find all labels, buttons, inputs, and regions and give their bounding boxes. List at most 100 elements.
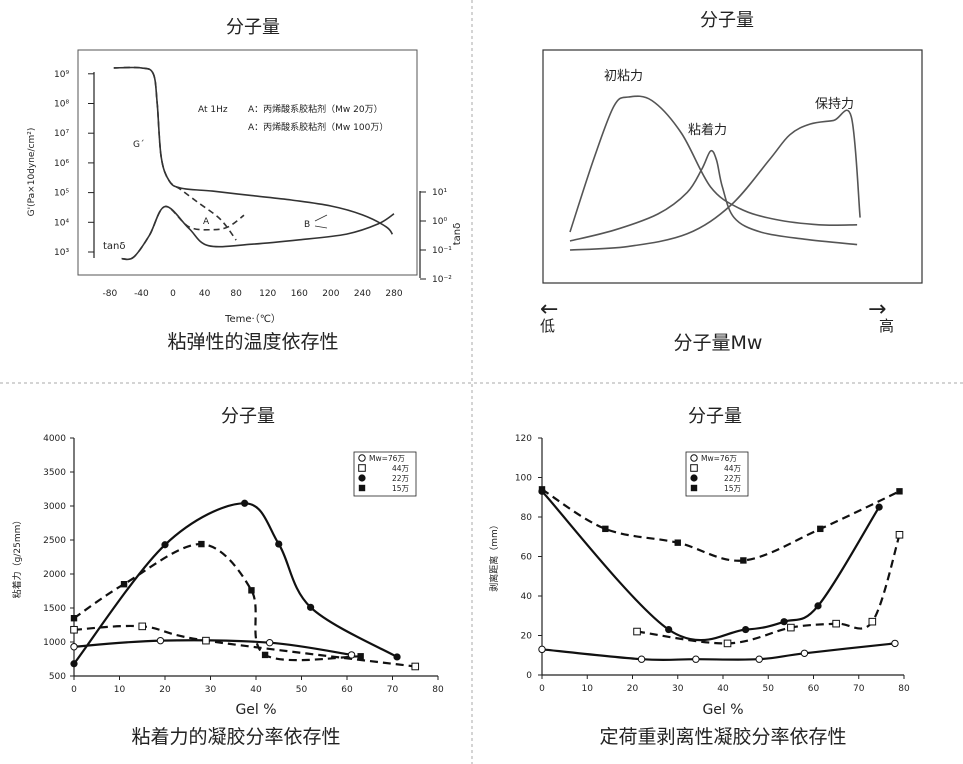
legend-label: Mw=76万 [701,454,737,463]
x-tick-label: 80 [230,289,242,299]
data-point [347,651,356,659]
y-tick-label: 3500 [43,468,66,478]
legend-label: 44万 [392,464,410,473]
panel-title: 分子量 [221,406,275,427]
y-tick-label: 100 [515,474,532,484]
x-tick-label: 60 [808,684,820,694]
x-tick-label: 40 [717,684,729,694]
y-axis-label: 剥离距离（mm） [488,520,500,592]
legend-label: 22万 [724,474,742,483]
x-tick-label: 40 [199,289,211,299]
y-tick-label: 2500 [43,536,66,546]
data-point [265,638,274,647]
data-point [832,619,840,628]
data-point [633,627,641,636]
data-point [120,581,128,588]
data-point [156,636,165,645]
legend-marker [358,464,366,472]
data-point [161,541,169,549]
data-point [248,587,255,594]
series-line [541,642,896,662]
data-point [780,618,788,626]
x-tick-label: 280 [385,289,402,299]
y-axis-label: G'(Pa×10dyne/cm²) [27,128,37,217]
y-axis-label: 粘着力（g/25mm） [11,516,23,599]
label-low: 低 [540,317,555,335]
annotation-b: B [304,220,310,230]
data-point [70,625,78,634]
data-point [70,615,78,622]
plot-frame [77,49,418,276]
y-tick-label: 10⁴ [54,218,69,228]
panel-mw-properties: 分子量 初粘力 粘着力 保持力 ← → 低 高 [540,10,923,335]
data-point [755,655,763,663]
legend-marker [690,454,698,462]
x-tick-label: 50 [296,685,308,695]
legend-marker [358,454,366,462]
y-tick-label: 10⁵ [54,189,69,199]
data-point [602,525,609,533]
data-point [723,639,732,648]
y2-tick-label: 10⁻¹ [432,246,452,256]
data-point [895,530,904,539]
legend-marker [358,474,366,482]
data-point [787,623,795,632]
data-point [665,625,673,634]
y-tick-label: 120 [515,434,532,444]
arrow-left: ← [540,297,558,322]
y-tick-label: 10⁶ [54,159,69,169]
data-point [875,503,883,511]
legend-label: 44万 [724,464,742,473]
data-point [198,540,205,548]
y-tick-label: 60 [521,553,533,563]
x-tick-label: 70 [387,685,399,695]
y-tick-label: 3000 [43,502,66,512]
y-tick-label: 4000 [43,434,66,444]
legend-label: 15万 [392,484,410,493]
x-tick-label: 20 [627,684,639,694]
x-tick-label: 0 [170,289,176,299]
series-line [121,205,245,261]
series-line [569,95,858,233]
series-line [73,502,398,665]
x-axis-label: Teme·（℃） [224,313,281,325]
x-tick-label: 120 [259,289,276,299]
series-line [121,205,395,261]
legend-condition: At 1Hz [198,105,228,115]
caption-mw: 分子量Mw [674,332,763,354]
x-tick-label: 50 [763,684,775,694]
data-point [868,617,877,626]
y-tick-label: 0 [526,671,532,681]
y-tick-label: 500 [49,672,66,682]
y-tick-label: 40 [521,592,533,602]
y-tick-label: 10³ [54,248,69,258]
label-tack: 初粘力 [604,69,643,84]
x-tick-label: 80 [898,684,910,694]
series-line [73,542,361,662]
x-tick-label: 240 [354,289,371,299]
label-holding: 保持力 [815,97,854,112]
x-tick-label: 10 [582,684,594,694]
x-tick-label: 10 [114,685,126,695]
data-point [742,625,750,634]
legend-mw100: A：丙烯酸系胶粘剂（Mw 100万） [248,121,388,133]
data-point [70,643,78,651]
y-tick-label: 10⁹ [54,70,69,80]
data-point [70,660,78,668]
data-point [538,486,546,493]
data-point [817,525,824,533]
y-tick-label: 20 [521,632,533,642]
x-tick-label: 40 [250,685,262,695]
x-axis-label: Gel % [235,702,276,718]
data-point [891,639,899,648]
label-high: 高 [879,317,894,335]
x-tick-label: 200 [322,289,339,299]
data-point [411,662,420,671]
panel-title: 分子量 [688,406,742,427]
legend-marker [358,484,366,492]
data-point [202,636,210,645]
data-point [393,653,401,661]
data-point [814,602,822,610]
panel-title: 分子量 [226,17,280,38]
